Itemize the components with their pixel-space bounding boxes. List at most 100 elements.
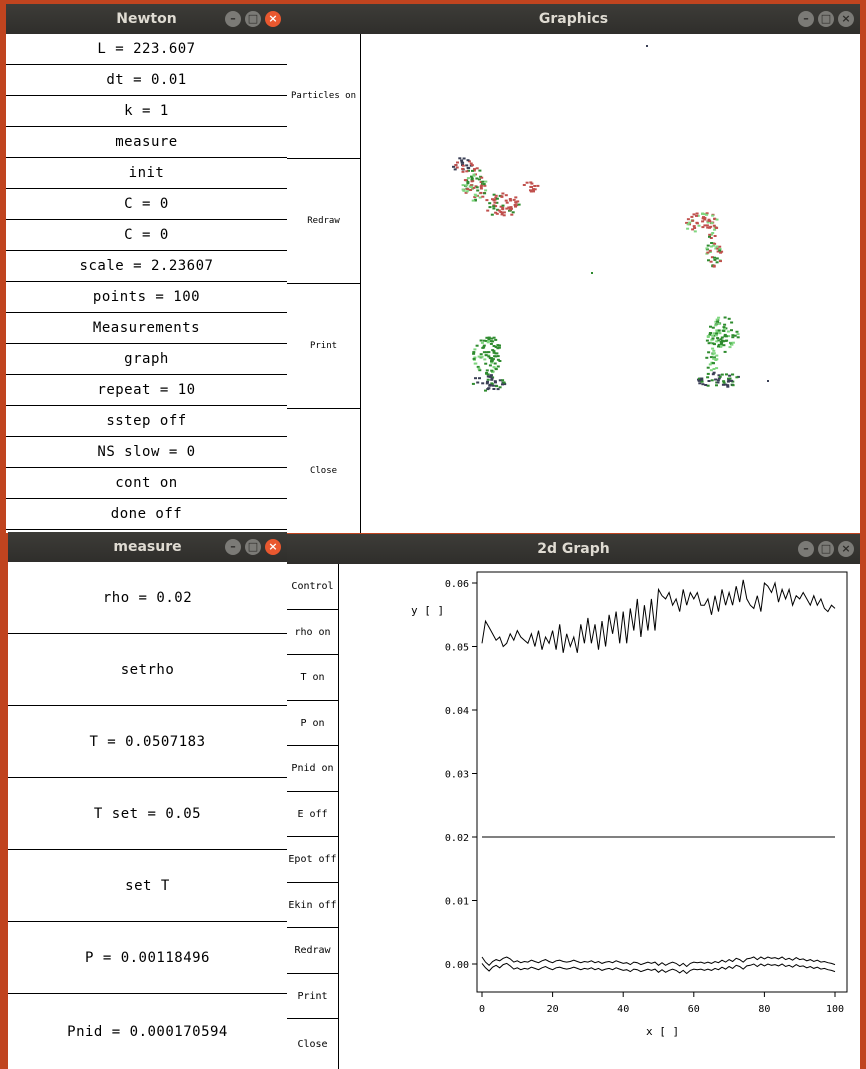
measure-button-P[interactable]: P = 0.00118496	[8, 922, 287, 994]
newton-button-measure[interactable]: measure	[6, 127, 287, 158]
close-icon[interactable]: ×	[838, 541, 854, 557]
measure-button-rho[interactable]: rho = 0.02	[8, 562, 287, 634]
print-button[interactable]: Print	[287, 284, 360, 409]
y-ticks: 0.00 0.01 0.02 0.03 0.04 0.05 0.06	[445, 579, 477, 971]
particle	[466, 188, 470, 191]
close-button[interactable]: Close	[287, 1019, 338, 1069]
newton-button-dt[interactable]: dt = 0.01	[6, 65, 287, 96]
particle	[491, 371, 494, 374]
particle	[693, 230, 697, 233]
particle	[480, 341, 484, 344]
particle	[486, 373, 490, 376]
Pnid-toggle-button[interactable]: Pnid on	[287, 746, 338, 792]
particle	[471, 169, 474, 172]
newton-button-points[interactable]: points = 100	[6, 282, 287, 313]
newton-button-init[interactable]: init	[6, 158, 287, 189]
particle	[487, 387, 491, 390]
newton-button-graph[interactable]: graph	[6, 344, 287, 375]
particle	[716, 320, 720, 323]
particle	[486, 375, 490, 378]
particle-canvas[interactable]	[361, 34, 860, 533]
particle	[485, 199, 489, 202]
particle	[718, 332, 722, 335]
close-icon[interactable]: ×	[265, 11, 281, 27]
newton-button-ns-slow[interactable]: NS slow = 0	[6, 437, 287, 468]
particle	[713, 228, 717, 231]
particle	[706, 336, 710, 338]
newton-button-C1[interactable]: C = 0	[6, 189, 287, 220]
particle	[731, 373, 735, 376]
particle	[490, 361, 494, 364]
rho-toggle-button[interactable]: rho on	[287, 610, 338, 655]
particle	[719, 345, 723, 348]
newton-button-cont[interactable]: cont on	[6, 468, 287, 499]
particle	[728, 346, 732, 349]
particle	[494, 205, 498, 208]
newton-titlebar[interactable]: Newton – □ ×	[6, 4, 287, 34]
measure-button-T-set[interactable]: T set = 0.05	[8, 778, 287, 850]
particle	[712, 332, 716, 335]
P-toggle-button[interactable]: P on	[287, 701, 338, 746]
minimize-icon[interactable]: –	[798, 11, 814, 27]
measure-button-setrho[interactable]: setrho	[8, 634, 287, 706]
particle	[472, 174, 476, 177]
newton-button-scale[interactable]: scale = 2.23607	[6, 251, 287, 282]
maximize-icon[interactable]: □	[245, 11, 261, 27]
maximize-icon[interactable]: □	[245, 539, 261, 555]
particle	[705, 247, 709, 250]
newton-button-measurements[interactable]: Measurements	[6, 313, 287, 344]
particle	[481, 180, 485, 183]
Ekin-toggle-button[interactable]: Ekin off	[287, 883, 338, 928]
particle	[717, 322, 721, 325]
particle	[707, 380, 711, 382]
measure-button-set-T[interactable]: set T	[8, 850, 287, 922]
newton-button-L[interactable]: L = 223.607	[6, 34, 287, 65]
particle	[492, 205, 496, 208]
particle	[723, 323, 727, 326]
newton-button-k[interactable]: k = 1	[6, 96, 287, 127]
particle	[463, 179, 467, 182]
minimize-icon[interactable]: –	[225, 539, 241, 555]
particle	[498, 386, 502, 389]
newton-content: L = 223.607 dt = 0.01 k = 1 measure init…	[6, 34, 287, 533]
newton-button-done[interactable]: done off	[6, 499, 287, 530]
particle	[498, 344, 501, 347]
particle	[502, 211, 506, 214]
particle	[475, 344, 479, 347]
close-icon[interactable]: ×	[265, 539, 281, 555]
particle	[472, 186, 476, 189]
E-toggle-button[interactable]: E off	[287, 792, 338, 837]
T-toggle-button[interactable]: T on	[287, 655, 338, 701]
particle	[475, 186, 479, 189]
measure-button-Pnid[interactable]: Pnid = 0.000170594	[8, 994, 287, 1069]
graph2d-titlebar[interactable]: 2d Graph – □ ×	[287, 534, 860, 564]
newton-button-sstep[interactable]: sstep off	[6, 406, 287, 437]
particles-toggle-button[interactable]: Particles on	[287, 34, 360, 159]
particle	[713, 256, 716, 259]
maximize-icon[interactable]: □	[818, 541, 834, 557]
minimize-icon[interactable]: –	[225, 11, 241, 27]
particle	[494, 211, 498, 214]
particle	[467, 169, 470, 172]
particle	[719, 343, 723, 346]
close-button[interactable]: Close	[287, 409, 360, 533]
close-icon[interactable]: ×	[838, 11, 854, 27]
newton-button-repeat[interactable]: repeat = 10	[6, 375, 287, 406]
newton-button-C2[interactable]: C = 0	[6, 220, 287, 251]
Epot-toggle-button[interactable]: Epot off	[287, 837, 338, 883]
redraw-button[interactable]: Redraw	[287, 928, 338, 974]
measure-titlebar[interactable]: measure – □ ×	[8, 532, 287, 562]
redraw-button[interactable]: Redraw	[287, 159, 360, 284]
control-button[interactable]: Control	[287, 564, 338, 610]
maximize-icon[interactable]: □	[818, 11, 834, 27]
particle	[484, 180, 488, 183]
minimize-icon[interactable]: –	[798, 541, 814, 557]
graphics-titlebar[interactable]: Graphics – □ ×	[287, 4, 860, 34]
particle	[709, 356, 713, 359]
print-button[interactable]: Print	[287, 974, 338, 1019]
measure-button-T[interactable]: T = 0.0507183	[8, 706, 287, 778]
graph2d-content: Control rho on T on P on Pnid on E off E…	[287, 564, 860, 1069]
graphics-button-column: Particles on Redraw Print Close	[287, 34, 361, 533]
particle	[492, 351, 496, 354]
particle	[702, 216, 705, 219]
